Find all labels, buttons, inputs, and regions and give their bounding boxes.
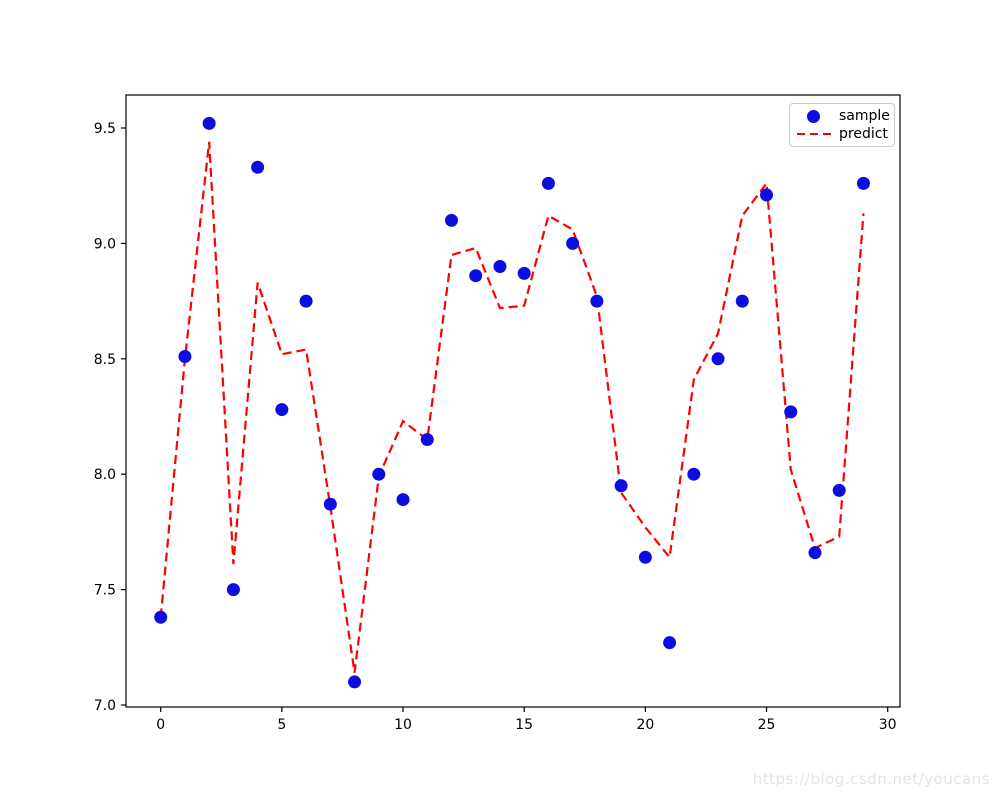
x-tick-label: 5 bbox=[277, 717, 286, 733]
y-tick-label: 9.5 bbox=[94, 121, 116, 137]
sample-point bbox=[832, 483, 846, 497]
x-tick-label: 15 bbox=[515, 717, 533, 733]
sample-point bbox=[444, 213, 458, 227]
sample-point bbox=[808, 546, 822, 560]
legend: sample predict bbox=[789, 103, 895, 147]
sample-points bbox=[154, 116, 870, 689]
sample-point bbox=[517, 266, 531, 280]
sample-point bbox=[323, 497, 337, 511]
sample-point bbox=[275, 403, 289, 417]
legend-item-predict: predict bbox=[795, 125, 888, 143]
predict-dashed-line-icon bbox=[796, 132, 831, 136]
sample-point bbox=[348, 675, 362, 689]
sample-point bbox=[711, 352, 725, 366]
x-tick-label: 20 bbox=[636, 717, 654, 733]
sample-point bbox=[251, 160, 265, 174]
axes-frame bbox=[125, 94, 901, 708]
sample-point bbox=[178, 349, 192, 363]
legend-marker-area bbox=[795, 132, 832, 136]
y-tick-label: 9.0 bbox=[94, 236, 116, 252]
legend-item-sample: sample bbox=[795, 107, 890, 125]
sample-point bbox=[541, 176, 555, 190]
predict-line bbox=[159, 141, 865, 673]
y-tick-label: 8.5 bbox=[94, 352, 116, 368]
x-tick-label: 30 bbox=[879, 717, 897, 733]
sample-point bbox=[372, 467, 386, 481]
sample-point bbox=[784, 405, 798, 419]
x-tick-label: 10 bbox=[394, 717, 412, 733]
watermark: https://blog.csdn.net/youcans bbox=[752, 770, 990, 788]
sample-point bbox=[154, 610, 168, 624]
legend-marker-area bbox=[795, 109, 832, 123]
sample-point bbox=[760, 188, 774, 202]
y-axis: 7.0 7.5 8.0 8.5 9.0 9.5 bbox=[94, 121, 126, 714]
legend-label-predict: predict bbox=[839, 126, 888, 142]
sample-point bbox=[469, 269, 483, 283]
sample-point bbox=[687, 467, 701, 481]
x-tick-label: 25 bbox=[758, 717, 776, 733]
sample-point bbox=[566, 236, 580, 250]
sample-point bbox=[202, 116, 216, 130]
x-axis: 0 5 10 15 20 25 30 bbox=[156, 707, 897, 733]
sample-point bbox=[614, 479, 628, 493]
sample-point bbox=[590, 294, 604, 308]
sample-point bbox=[856, 176, 870, 190]
sample-point bbox=[299, 294, 313, 308]
sample-point bbox=[663, 636, 677, 650]
y-tick-label: 7.0 bbox=[94, 698, 116, 714]
sample-dot-icon bbox=[807, 109, 820, 123]
sample-point bbox=[493, 259, 507, 273]
y-tick-label: 7.5 bbox=[94, 583, 116, 599]
legend-label-sample: sample bbox=[839, 108, 890, 124]
sample-point bbox=[396, 493, 410, 507]
sample-point bbox=[638, 550, 652, 564]
sample-point bbox=[420, 433, 434, 447]
x-tick-label: 0 bbox=[156, 717, 165, 733]
sample-point bbox=[735, 294, 749, 308]
sample-point bbox=[226, 583, 240, 597]
y-tick-label: 8.0 bbox=[94, 467, 116, 483]
